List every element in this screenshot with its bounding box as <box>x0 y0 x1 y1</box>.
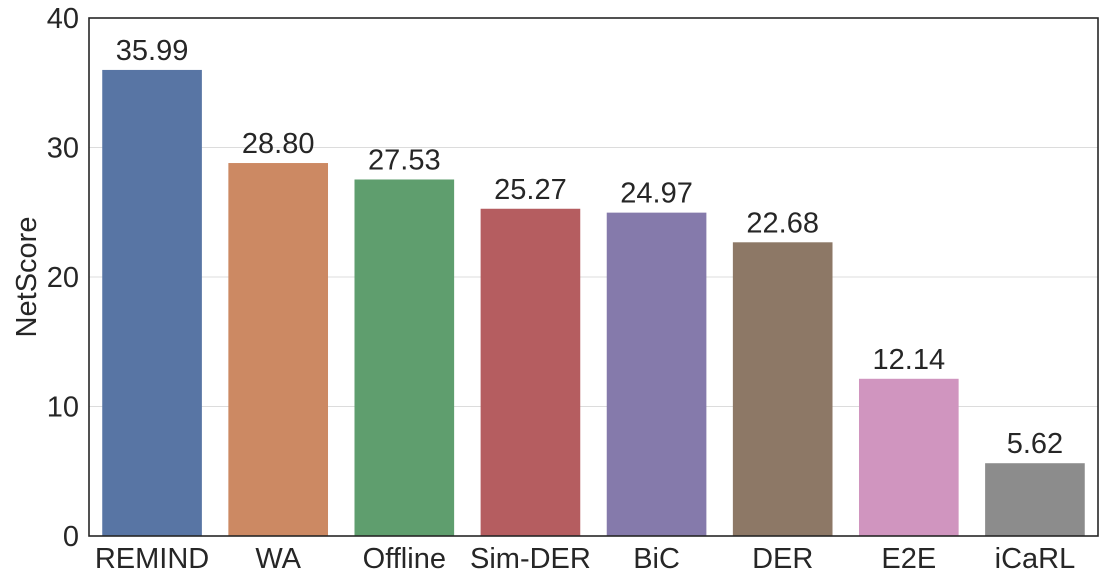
x-tick-label: Sim-DER <box>470 543 591 575</box>
x-tick-label: DER <box>752 543 813 575</box>
value-label: 27.53 <box>368 144 441 176</box>
bars <box>102 69 1085 537</box>
value-labels: 35.99 28.80 27.53 25.27 24.97 22.68 12.14 5.62 <box>116 35 1063 460</box>
x-tick-label: iCaRL <box>995 543 1076 575</box>
y-tick-labels: 0 10 20 30 40 <box>47 3 79 553</box>
y-tick-label: 30 <box>47 133 79 165</box>
value-label: 24.97 <box>620 178 693 210</box>
x-tick-labels: REMIND WA Offline Sim-DER BiC DER E2E iCaRL <box>95 543 1075 575</box>
plot-frame <box>88 17 1099 537</box>
value-label: 25.27 <box>494 174 567 206</box>
y-tick-label: 20 <box>47 262 79 294</box>
bar-icarl <box>985 463 1085 536</box>
x-tick-label: Offline <box>363 543 446 575</box>
value-label: 5.62 <box>1007 428 1063 460</box>
bar-remind <box>102 69 202 536</box>
bar-sim-der <box>480 208 581 537</box>
x-tick-label: E2E <box>881 543 936 575</box>
value-label: 22.68 <box>746 207 819 239</box>
y-tick-label: 0 <box>63 521 79 553</box>
value-label: 28.80 <box>242 128 315 160</box>
bar-bic <box>606 212 707 537</box>
x-tick-label: REMIND <box>95 543 209 575</box>
y-tick-label: 40 <box>47 3 79 35</box>
y-tick-label: 10 <box>47 392 79 424</box>
bar-wa <box>228 163 329 537</box>
bar-offline <box>354 179 455 536</box>
value-label: 12.14 <box>873 344 946 376</box>
bar-der <box>732 242 833 536</box>
x-tick-label: BiC <box>633 543 680 575</box>
x-tick-label: WA <box>255 543 301 575</box>
value-label: 35.99 <box>116 35 189 67</box>
y-axis-title: NetScore <box>11 217 43 338</box>
bar-e2e <box>858 378 959 536</box>
